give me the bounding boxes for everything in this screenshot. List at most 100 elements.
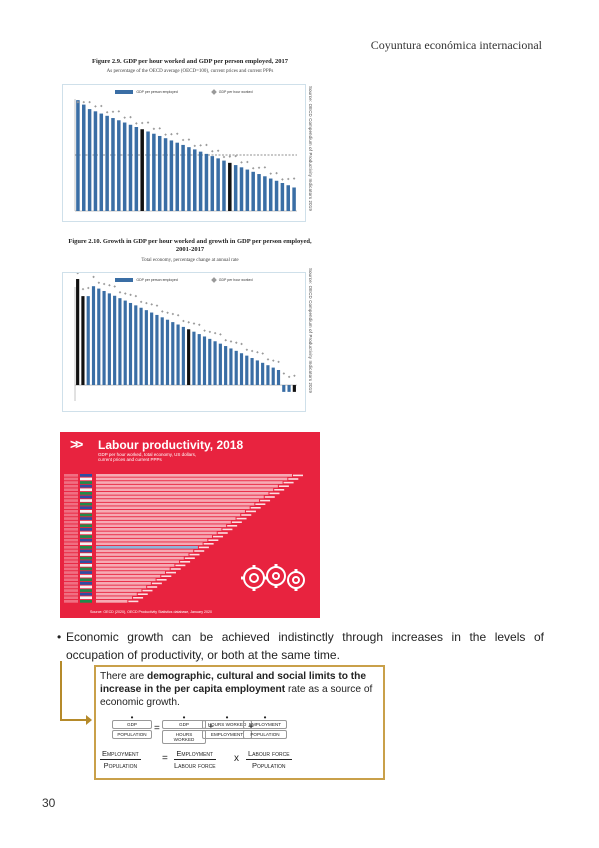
marker	[113, 285, 116, 288]
marker	[286, 177, 290, 181]
page-number: 30	[42, 796, 56, 810]
country-code	[64, 549, 78, 553]
country-code	[64, 502, 78, 506]
marker	[263, 166, 267, 169]
bar	[96, 513, 241, 517]
flag-icon	[80, 538, 92, 542]
marker	[134, 294, 138, 298]
figure-2-chart: GDP per person employed GDP per hour wor…	[62, 272, 306, 412]
value-label	[142, 589, 153, 592]
bar	[96, 488, 274, 492]
bar	[96, 571, 165, 574]
bar	[210, 156, 215, 211]
fraction-employment-population: Employment Population	[100, 749, 141, 770]
country-code	[64, 524, 78, 528]
bar	[255, 360, 259, 386]
bar	[163, 138, 168, 211]
bar	[134, 305, 138, 386]
dot-marker: •	[130, 713, 134, 722]
bar	[96, 484, 278, 488]
flag-icon	[80, 585, 92, 589]
flag-icon	[80, 481, 92, 484]
marker	[251, 166, 255, 170]
value-label	[288, 478, 299, 480]
value-label	[264, 496, 275, 498]
marker	[146, 121, 150, 124]
marker	[88, 100, 91, 104]
bar-swatch	[115, 90, 134, 94]
flag-icon	[80, 546, 92, 549]
bar	[91, 286, 96, 386]
bar	[187, 329, 191, 386]
callout-connector	[60, 719, 88, 721]
flag-icon	[80, 506, 92, 510]
value-label	[236, 517, 247, 520]
dot-marker: •	[225, 713, 229, 722]
marker	[100, 104, 103, 108]
flag-icon	[80, 477, 92, 481]
bar	[107, 293, 111, 386]
country-code	[64, 585, 78, 589]
bar	[96, 474, 292, 477]
marker	[92, 275, 95, 279]
infographic-title: Labour productivity, 2018	[98, 438, 244, 452]
bar	[96, 524, 227, 528]
marker	[118, 291, 122, 294]
bar	[218, 343, 222, 386]
bar	[204, 153, 209, 211]
marker	[170, 132, 173, 136]
value-label	[151, 582, 162, 585]
bar	[239, 353, 244, 386]
marker	[117, 110, 121, 113]
bar	[245, 355, 249, 386]
marker	[135, 122, 138, 125]
bar	[96, 502, 255, 506]
bar	[160, 317, 164, 386]
marker	[187, 138, 191, 141]
bar	[123, 300, 127, 386]
country-code	[64, 574, 78, 578]
marker	[222, 155, 226, 159]
marker	[240, 342, 243, 346]
infographic-subtitle: GDP per hour worked, total economy, US d…	[98, 452, 197, 463]
marker	[124, 292, 127, 295]
value-label	[260, 499, 271, 502]
equals-sign: =	[162, 753, 168, 764]
bar	[96, 596, 133, 600]
legend-item-person: GDP per person employed	[115, 276, 178, 284]
mini-fraction: • GDP HOURS WORKED	[162, 714, 206, 744]
marker	[275, 171, 278, 175]
bar	[192, 331, 196, 386]
bar	[96, 582, 151, 585]
bar	[105, 115, 109, 211]
flag-icon	[80, 600, 92, 603]
callout-connector	[60, 661, 62, 720]
marker	[192, 322, 196, 325]
country-code	[64, 546, 78, 549]
flag-icon	[80, 553, 92, 556]
country-code	[64, 484, 78, 488]
bar	[271, 367, 275, 386]
bar	[96, 589, 142, 592]
bar	[202, 336, 207, 386]
bar	[286, 185, 290, 211]
mini-fraction: • HOURS WORKED EMPLOYMENT	[202, 713, 252, 739]
bar	[96, 556, 184, 560]
fraction-labour-force-population: Labour force Population	[246, 749, 292, 770]
value-label	[194, 550, 205, 552]
marker	[193, 144, 197, 148]
country-code	[64, 499, 78, 502]
bar	[96, 477, 288, 481]
bar	[96, 549, 194, 553]
marker	[182, 319, 185, 323]
marker	[187, 321, 190, 324]
marker	[246, 160, 249, 164]
value-label	[222, 528, 233, 531]
bar	[175, 142, 179, 211]
bar	[99, 113, 104, 211]
bar	[122, 122, 127, 211]
bar	[181, 326, 185, 386]
flag-icon	[80, 528, 92, 531]
figure-1: Figure 2.9. GDP per hour worked and GDP …	[60, 58, 320, 74]
bar	[213, 341, 217, 386]
